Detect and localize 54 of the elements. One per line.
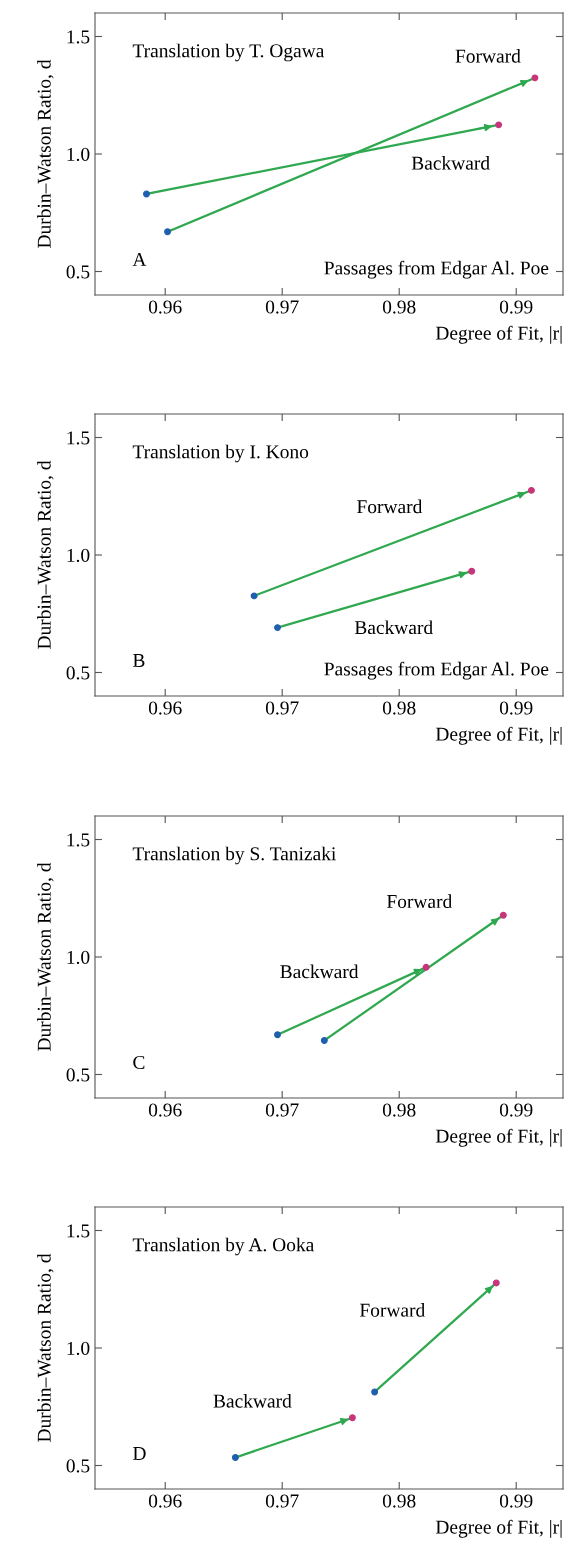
y-tick-label: 1.5: [67, 833, 90, 847]
y-tick-label: 1.0: [67, 548, 90, 563]
y-axis-title: Durbin–Watson Ratio, d: [37, 460, 54, 649]
annotation: D: [133, 1447, 146, 1460]
series-label: Backward: [354, 620, 433, 635]
series-label: Forward: [359, 1303, 426, 1317]
x-tick-label: 0.96: [148, 1494, 182, 1508]
x-axis-title: Degree of Fit, |r|: [435, 726, 562, 745]
x-tick-label: 0.96: [148, 701, 182, 715]
x-tick-label: 0.98: [382, 701, 416, 715]
y-axis-title: Durbin–Watson Ratio, d: [37, 1253, 54, 1442]
y-axis-title: Durbin–Watson Ratio, d: [37, 862, 54, 1051]
y-tick-label: 0.5: [66, 1068, 90, 1082]
series-label: Backward: [280, 964, 359, 979]
y-tick-label: 1.0: [67, 147, 90, 162]
x-tick-label: 0.96: [148, 300, 182, 314]
annotation: Passages from Edgar Al. Poe: [324, 661, 549, 680]
y-tick-label: 1.5: [67, 431, 90, 445]
annotation: Passages from Edgar Al. Poe: [324, 260, 549, 279]
annotation: B: [133, 654, 145, 667]
y-tick-label: 0.5: [66, 265, 90, 279]
annotation: C: [133, 1055, 145, 1070]
y-tick-label: 0.5: [66, 666, 90, 680]
x-tick-label: 0.98: [382, 1103, 416, 1117]
x-tick-label: 0.98: [382, 300, 416, 314]
y-tick-label: 1.5: [67, 30, 90, 44]
x-tick-label: 0.97: [265, 1103, 299, 1117]
x-tick-label: 0.99: [499, 1103, 533, 1117]
annotation: A: [132, 253, 147, 266]
series-label: Forward: [386, 894, 453, 909]
x-tick-label: 0.98: [382, 1494, 416, 1508]
y-tick-label: 1.5: [67, 1224, 90, 1238]
y-tick-label: 1.0: [67, 950, 90, 965]
x-tick-label: 0.99: [499, 300, 533, 314]
x-tick-label: 0.97: [265, 300, 299, 314]
text: Translation by A. Ooka: [132, 1237, 315, 1256]
text: Translation by I. Kono: [132, 444, 309, 463]
y-tick-label: 1.0: [67, 1341, 90, 1356]
x-tick-label: 0.99: [499, 1494, 533, 1508]
text: Translation by T. Ogawa: [132, 43, 325, 62]
y-axis-title: Durbin–Watson Ratio, d: [37, 59, 54, 248]
x-tick-label: 0.99: [499, 701, 533, 715]
x-axis-title: Degree of Fit, |r|: [435, 1128, 562, 1147]
series-label: Forward: [357, 499, 423, 514]
x-tick-label: 0.97: [265, 701, 299, 715]
series-label: Backward: [411, 156, 490, 170]
x-tick-label: 0.97: [265, 1494, 299, 1508]
x-axis-title: Degree of Fit, |r|: [435, 325, 562, 344]
x-axis-title: Degree of Fit, |r|: [435, 1519, 562, 1538]
series-label: Forward: [455, 49, 521, 63]
series-label: Backward: [213, 1393, 292, 1408]
y-tick-label: 0.5: [66, 1459, 90, 1473]
x-tick-label: 0.96: [148, 1103, 182, 1117]
text: Translation by S. Tanizaki: [132, 846, 336, 865]
